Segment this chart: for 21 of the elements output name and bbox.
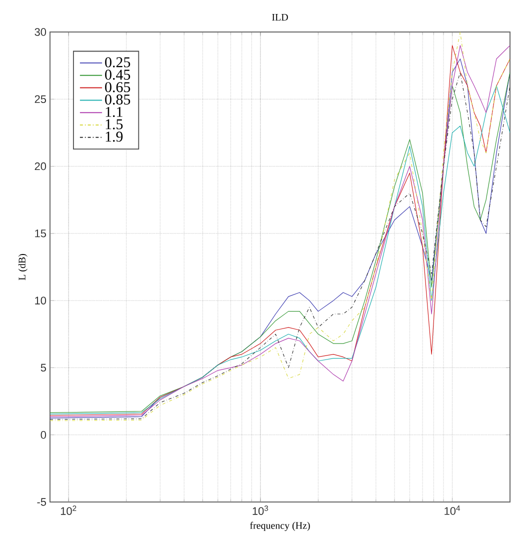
x-axis-title: frequency (Hz) xyxy=(250,522,310,531)
x-tick-label: 10$^{3}$ xyxy=(252,506,268,515)
y-tick-label: -5 xyxy=(37,498,46,506)
y-tick-label: 0 xyxy=(40,430,46,439)
legend-label: 1.5 xyxy=(106,119,123,130)
legend-label: 0.65 xyxy=(105,82,130,92)
legend-label: 0.25 xyxy=(105,57,130,68)
y-tick-label: 20 xyxy=(34,162,46,170)
y-tick-label: 5 xyxy=(40,364,46,372)
y-tick-label: 30 xyxy=(34,28,46,36)
y-tick-label: 10 xyxy=(35,296,46,304)
chart-title: ILD xyxy=(272,14,288,20)
x-tick-label: 10$^{4}$ xyxy=(444,506,460,515)
y-tick-label: 15 xyxy=(35,230,46,238)
y-axis-title: L (dB) xyxy=(18,254,28,280)
y-tick-label: 25 xyxy=(34,95,46,104)
x-tick-label: 10$^{2}$ xyxy=(60,506,76,515)
legend-label: 1.9 xyxy=(106,132,123,142)
legend-label: 1.1 xyxy=(106,106,122,118)
legend-label: 0.45 xyxy=(105,70,130,80)
legend-label: 0.85 xyxy=(105,94,130,105)
